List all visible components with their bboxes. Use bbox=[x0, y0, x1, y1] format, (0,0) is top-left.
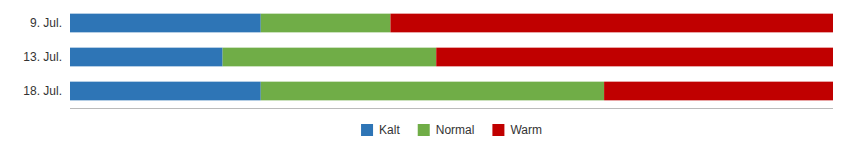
legend-label: Kalt bbox=[379, 123, 400, 137]
x-axis-line bbox=[70, 108, 833, 109]
bar-segment bbox=[390, 14, 833, 33]
category-label: 18. Jul. bbox=[23, 84, 62, 98]
legend-swatch bbox=[361, 124, 373, 136]
bar-segment bbox=[70, 14, 261, 33]
chart-svg: 18. Jul. 13. Jul. 9. Jul. Kalt Normal Warm bbox=[0, 0, 849, 147]
bar-segment bbox=[604, 82, 833, 101]
bar-segment bbox=[261, 14, 391, 33]
legend-label: Warm bbox=[510, 123, 542, 137]
chart-container: 18. Jul. 13. Jul. 9. Jul. Kalt Normal Warm bbox=[0, 0, 849, 147]
bar-segment bbox=[223, 48, 437, 67]
legend-item: Warm bbox=[492, 123, 542, 137]
bar-segment bbox=[70, 82, 261, 101]
bar-segment bbox=[70, 48, 223, 67]
category-label: 9. Jul. bbox=[30, 16, 62, 30]
bar-segment bbox=[261, 82, 604, 101]
legend-item: Kalt bbox=[361, 123, 400, 137]
legend-item: Normal bbox=[418, 123, 475, 137]
bar-segment bbox=[436, 48, 833, 67]
legend-swatch bbox=[492, 124, 504, 136]
legend: Kalt Normal Warm bbox=[361, 123, 542, 137]
legend-swatch bbox=[418, 124, 430, 136]
category-label: 13. Jul. bbox=[23, 50, 62, 64]
legend-label: Normal bbox=[436, 123, 475, 137]
bars bbox=[70, 14, 833, 101]
